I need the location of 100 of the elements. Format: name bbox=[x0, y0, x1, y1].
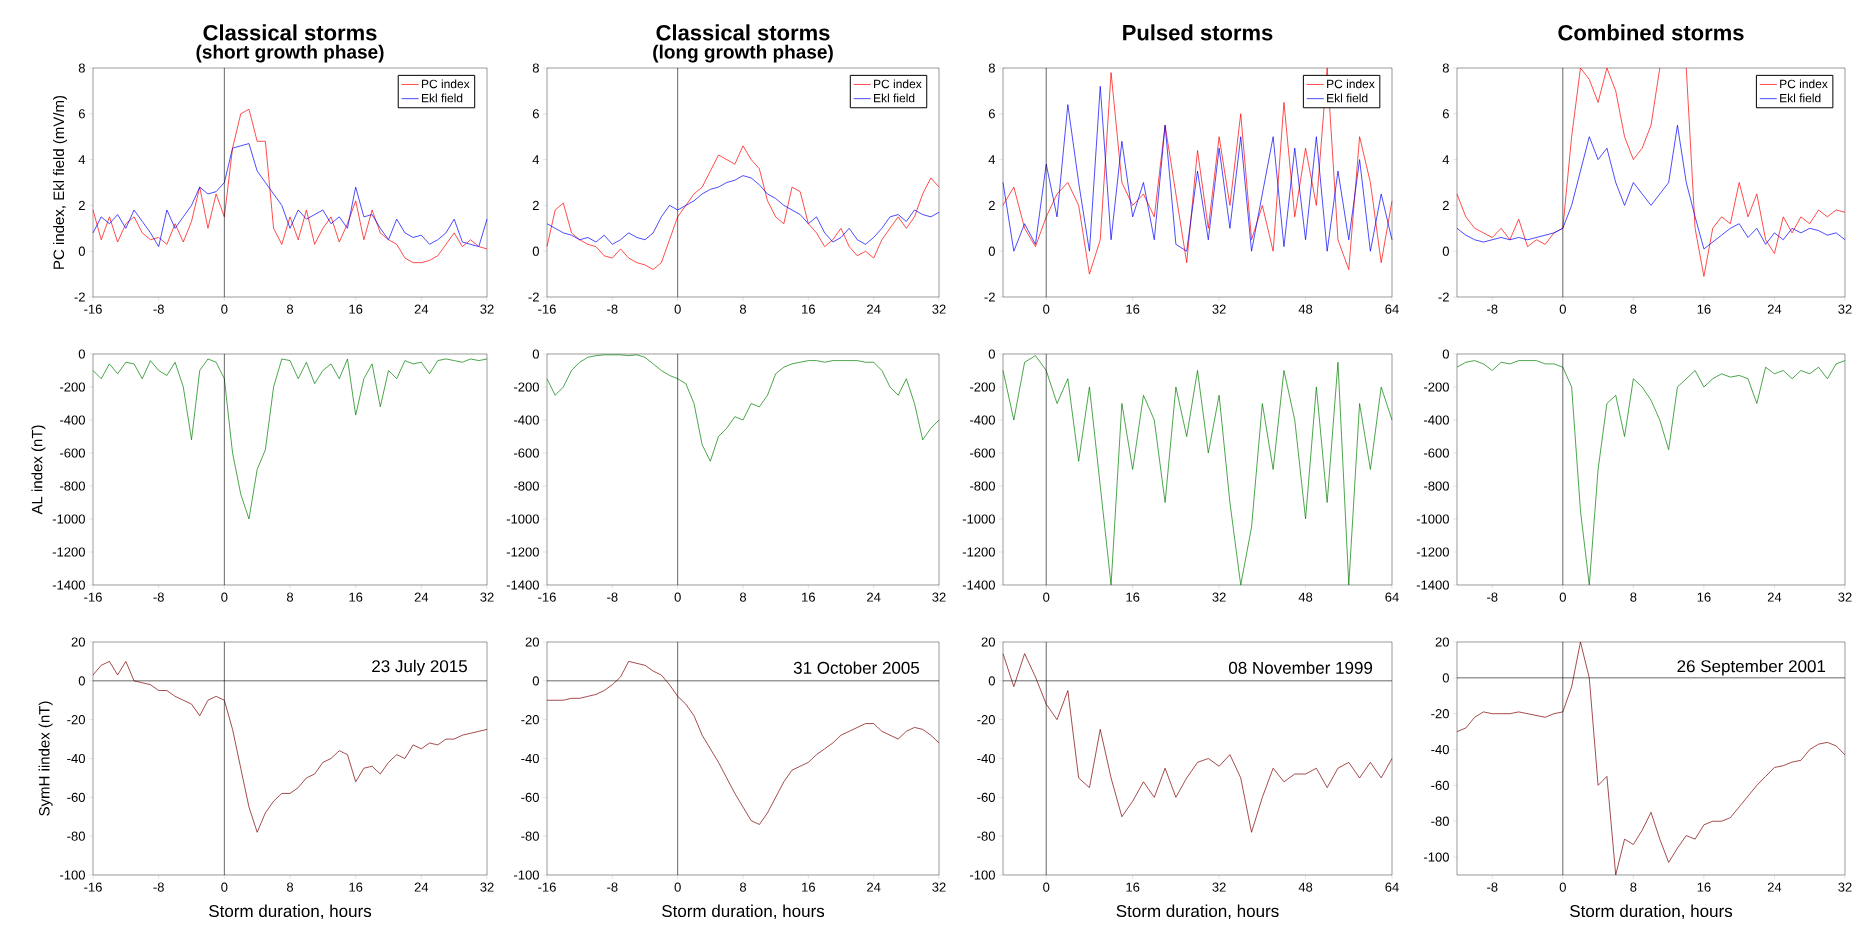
y-tick-label: -20 bbox=[1431, 709, 1449, 719]
y-tick-label: 8 bbox=[78, 63, 85, 73]
x-tick-label: 0 bbox=[1559, 592, 1566, 602]
y-tick-label: -1000 bbox=[506, 514, 539, 524]
y-tick-label: -40 bbox=[1431, 744, 1449, 755]
chart-title: Pulsed storms bbox=[1123, 24, 1273, 41]
x-tick-label: 8 bbox=[1630, 592, 1637, 602]
y-tick-label: -2 bbox=[984, 292, 995, 302]
y-tick-label: 4 bbox=[988, 155, 996, 165]
x-tick-label: 32 bbox=[1212, 304, 1226, 314]
x-tick-label: 16 bbox=[349, 882, 363, 892]
legend-label: Ekl field bbox=[1327, 93, 1368, 103]
x-tick-label: 48 bbox=[1298, 304, 1313, 314]
y-tick-label: -600 bbox=[60, 448, 85, 458]
x-tick-label: 48 bbox=[1298, 592, 1313, 602]
x-tick-label: -8 bbox=[153, 304, 164, 314]
x-tick-label: 24 bbox=[867, 882, 881, 892]
legend-label: Ekl field bbox=[1780, 93, 1821, 103]
y-tick-label: 0 bbox=[78, 676, 85, 686]
x-tick-label: 32 bbox=[1838, 882, 1852, 892]
y-tick-label: -1000 bbox=[52, 514, 85, 524]
y-axis-title: PC index, Ekl field (mV/m) bbox=[53, 95, 68, 269]
x-tick-label: 32 bbox=[1838, 304, 1852, 314]
x-tick-label: 24 bbox=[414, 882, 429, 892]
x-tick-label: -8 bbox=[1487, 592, 1498, 602]
y-tick-label: -60 bbox=[1431, 780, 1449, 790]
x-tick-label: 8 bbox=[1630, 304, 1637, 314]
y-tick-label: -1000 bbox=[962, 514, 995, 524]
y-tick-label: 8 bbox=[1442, 63, 1449, 73]
y-tick-label: -100 bbox=[60, 870, 85, 880]
y-tick-label: -200 bbox=[1424, 382, 1449, 392]
y-tick-label: 6 bbox=[988, 109, 995, 119]
y-tick-label: 2 bbox=[78, 200, 85, 210]
annotation: 26 September 2001 bbox=[1677, 659, 1826, 676]
y-tick-label: -1400 bbox=[52, 580, 85, 590]
y-tick-label: -2 bbox=[528, 292, 539, 302]
x-axis-title: Storm duration, hours bbox=[1570, 904, 1733, 920]
chart-title: Classical storms bbox=[203, 24, 377, 41]
y-tick-label: -20 bbox=[67, 715, 85, 725]
x-tick-label: 16 bbox=[349, 304, 363, 314]
x-tick-label: 0 bbox=[1043, 304, 1050, 314]
chart-title: Classical storms bbox=[656, 24, 830, 41]
x-tick-label: 16 bbox=[802, 882, 816, 892]
x-tick-label: -8 bbox=[1487, 304, 1498, 314]
y-tick-label: 2 bbox=[1442, 200, 1449, 210]
y-tick-label: 2 bbox=[532, 200, 539, 210]
x-tick-label: 32 bbox=[1212, 592, 1226, 602]
y-tick-label: -600 bbox=[970, 448, 995, 458]
x-tick-label: 32 bbox=[1838, 592, 1852, 602]
x-tick-label: 0 bbox=[1043, 592, 1050, 602]
y-tick-label: 8 bbox=[988, 63, 995, 73]
y-tick-label: -100 bbox=[514, 870, 539, 880]
y-tick-label: -200 bbox=[970, 382, 995, 392]
x-tick-label: -8 bbox=[153, 592, 164, 602]
chart-subtitle: (long growth phase) bbox=[653, 44, 833, 63]
y-tick-label: 0 bbox=[532, 676, 539, 686]
x-tick-label: 0 bbox=[1043, 882, 1050, 892]
x-tick-label: 16 bbox=[1126, 592, 1140, 602]
x-tick-label: 8 bbox=[739, 304, 747, 314]
y-tick-label: 6 bbox=[532, 109, 539, 119]
x-tick-label: 8 bbox=[739, 592, 747, 602]
annotation: 08 November 1999 bbox=[1228, 661, 1373, 674]
y-tick-label: -800 bbox=[60, 481, 85, 491]
x-tick-label: 48 bbox=[1298, 882, 1313, 892]
x-tick-label: 32 bbox=[932, 304, 946, 314]
y-tick-label: -800 bbox=[514, 481, 539, 491]
x-tick-label: 32 bbox=[932, 592, 946, 602]
y-tick-label: -80 bbox=[67, 831, 85, 841]
x-tick-label: 24 bbox=[414, 592, 429, 602]
y-tick-label: -1200 bbox=[52, 547, 85, 557]
y-tick-label: -1200 bbox=[1416, 547, 1449, 557]
x-tick-label: -8 bbox=[153, 882, 164, 892]
chart-title: Combined storms bbox=[1558, 24, 1744, 41]
y-tick-label: 0 bbox=[1442, 349, 1449, 359]
y-tick-label: 20 bbox=[525, 637, 539, 647]
x-tick-label: 16 bbox=[1697, 882, 1711, 892]
y-tick-label: 8 bbox=[532, 63, 539, 73]
y-tick-label: -60 bbox=[977, 792, 995, 802]
y-tick-label: -400 bbox=[970, 415, 995, 425]
x-tick-label: 0 bbox=[1559, 882, 1566, 892]
x-axis-title: Storm duration, hours bbox=[209, 904, 372, 920]
x-tick-label: 32 bbox=[480, 304, 494, 314]
y-tick-label: -40 bbox=[521, 753, 539, 764]
x-tick-label: 24 bbox=[867, 304, 881, 314]
y-tick-label: -20 bbox=[977, 715, 995, 725]
y-tick-label: -400 bbox=[60, 415, 85, 425]
y-tick-label: 0 bbox=[988, 246, 995, 256]
x-tick-label: -16 bbox=[84, 304, 102, 314]
x-tick-label: 32 bbox=[480, 592, 494, 602]
x-tick-label: 16 bbox=[802, 304, 816, 314]
y-axis-title: AL index (nT) bbox=[31, 425, 46, 515]
x-tick-label: 0 bbox=[221, 882, 228, 892]
x-tick-label: 16 bbox=[1697, 304, 1711, 314]
y-tick-label: 0 bbox=[532, 349, 539, 359]
x-tick-label: 0 bbox=[674, 592, 681, 602]
y-tick-label: -80 bbox=[977, 831, 995, 841]
legend-label: PC index bbox=[874, 79, 922, 89]
y-tick-label: -800 bbox=[970, 481, 995, 491]
y-tick-label: 4 bbox=[1442, 155, 1450, 165]
x-tick-label: 64 bbox=[1385, 592, 1399, 602]
